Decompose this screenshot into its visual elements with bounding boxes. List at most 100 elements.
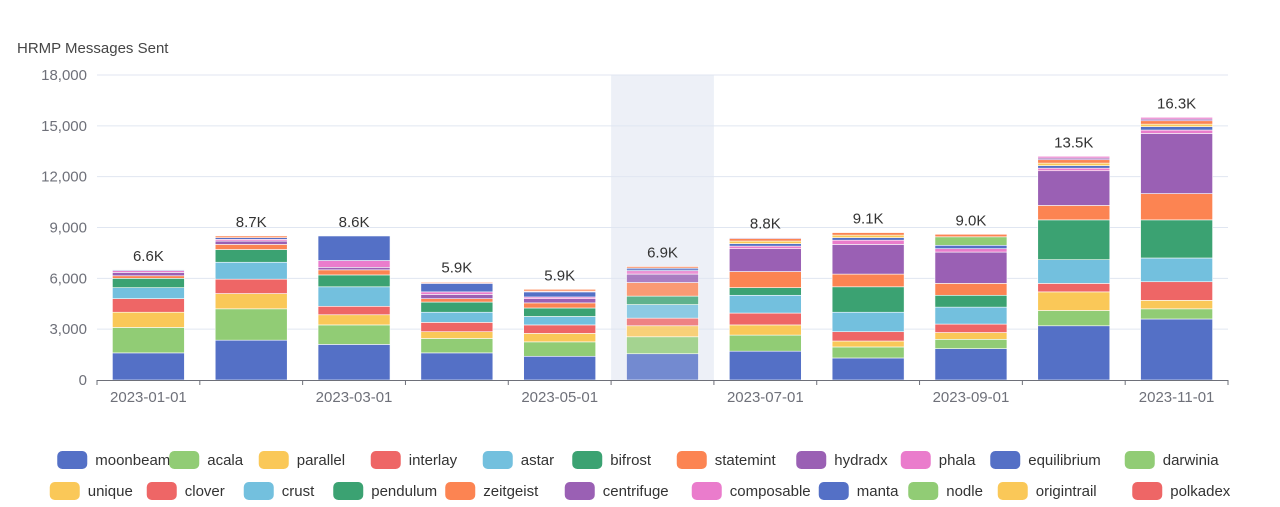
legend-item-zeitgeist[interactable]: zeitgeist	[445, 482, 539, 500]
bar-segment-hydradx[interactable]	[729, 248, 802, 272]
bar-segment-statemint[interactable]	[626, 282, 699, 297]
bar-segment-interlay[interactable]	[317, 305, 391, 316]
bar-segment-unique[interactable]	[831, 234, 905, 238]
bar-segment-astar[interactable]	[934, 306, 1008, 325]
bar-segment-zeitgeist[interactable]	[729, 238, 802, 242]
bar-segment-moonbeam[interactable]	[112, 352, 185, 381]
bar-segment-hydradx[interactable]	[317, 267, 391, 271]
bar-segment-bifrost[interactable]	[214, 249, 288, 263]
bar-segment-phala[interactable]	[626, 270, 699, 275]
bar-segment-hydradx[interactable]	[831, 244, 905, 275]
bar-segment-parallel[interactable]	[729, 324, 802, 336]
bar-segment-astar[interactable]	[729, 294, 802, 314]
bar-segment-composable[interactable]	[1037, 156, 1111, 159]
bar-segment-acala[interactable]	[729, 334, 802, 352]
legend-item-manta[interactable]: manta	[818, 482, 899, 500]
bar-segment-bifrost[interactable]	[831, 286, 905, 313]
bar-segment-statemint[interactable]	[934, 283, 1008, 296]
bar-segment-bifrost[interactable]	[112, 278, 185, 288]
bar-segment-hydradx[interactable]	[523, 298, 596, 304]
bar-segment-statemint[interactable]	[831, 273, 905, 288]
bar-segment-interlay[interactable]	[1037, 283, 1111, 293]
bar-segment-acala[interactable]	[934, 339, 1008, 349]
bar-segment-statemint[interactable]	[729, 271, 802, 288]
legend-item-crust[interactable]: crust	[243, 482, 315, 500]
bar-segment-statemint[interactable]	[523, 302, 596, 309]
legend-item-nodle[interactable]: nodle	[908, 482, 983, 500]
legend-item-parallel[interactable]: parallel	[258, 451, 345, 469]
bar-segment-parallel[interactable]	[626, 325, 699, 338]
bar-segment-astar[interactable]	[112, 287, 185, 299]
bar-segment-astar[interactable]	[420, 311, 494, 323]
bar-segment-equilibrium[interactable]	[112, 269, 185, 272]
bar-segment-parallel[interactable]	[934, 332, 1008, 340]
bar-segment-phala[interactable]	[317, 260, 391, 268]
bar-segment-moonbeam[interactable]	[729, 350, 802, 381]
bar-segment-hydradx[interactable]	[626, 273, 699, 283]
bar-segment-hydradx[interactable]	[1140, 133, 1213, 194]
bar-segment-astar[interactable]	[626, 304, 699, 319]
bar-segment-bifrost[interactable]	[317, 274, 391, 288]
bar-segment-acala[interactable]	[1037, 310, 1111, 327]
bar-segment-interlay[interactable]	[112, 298, 185, 313]
bar-segment-astar[interactable]	[214, 261, 288, 280]
bar-segment-statemint[interactable]	[1037, 205, 1111, 221]
bar-segment-zeitgeist[interactable]	[523, 289, 596, 292]
bar-segment-parallel[interactable]	[1037, 291, 1111, 311]
bar-segment-hydradx[interactable]	[934, 251, 1008, 284]
legend-item-bifrost[interactable]: bifrost	[572, 451, 652, 469]
bar-segment-equilibrium[interactable]	[523, 291, 596, 298]
bar-segment-bifrost[interactable]	[1037, 219, 1111, 260]
bar-segment-composable[interactable]	[1140, 117, 1213, 120]
bar-segment-interlay[interactable]	[626, 317, 699, 327]
bar-segment-parallel[interactable]	[523, 333, 596, 343]
bar-segment-interlay[interactable]	[729, 312, 802, 326]
bar-segment-interlay[interactable]	[523, 324, 596, 334]
legend-item-centrifuge[interactable]: centrifuge	[564, 482, 669, 500]
bar-segment-zeitgeist[interactable]	[1037, 159, 1111, 164]
bar-segment-interlay[interactable]	[1140, 281, 1213, 301]
legend-item-equilibrium[interactable]: equilibrium	[990, 451, 1101, 469]
bar-segment-moonbeam[interactable]	[317, 344, 391, 381]
bar-segment-parallel[interactable]	[112, 311, 185, 328]
bar-segment-statemint[interactable]	[112, 275, 185, 279]
bar-segment-unique[interactable]	[1037, 162, 1111, 166]
bar-segment-darwinia[interactable]	[934, 236, 1008, 246]
legend-item-darwinia[interactable]: darwinia	[1124, 451, 1220, 469]
bar-segment-equilibrium[interactable]	[934, 244, 1008, 249]
legend-item-interlay[interactable]: interlay	[370, 451, 458, 469]
bar-segment-bifrost[interactable]	[420, 301, 494, 313]
bar-segment-bifrost[interactable]	[1140, 219, 1213, 259]
legend-item-polkadex[interactable]: polkadex	[1132, 482, 1231, 500]
bar-segment-equilibrium[interactable]	[420, 283, 494, 293]
bar-segment-acala[interactable]	[626, 336, 699, 355]
bar-segment-parallel[interactable]	[831, 340, 905, 348]
bar-segment-bifrost[interactable]	[729, 287, 802, 296]
bar-segment-centrifuge[interactable]	[729, 237, 802, 239]
bar-segment-astar[interactable]	[831, 311, 905, 333]
bar-segment-hydradx[interactable]	[112, 272, 185, 277]
bar-segment-bifrost[interactable]	[934, 294, 1008, 308]
bar-segment-hydradx[interactable]	[420, 294, 494, 299]
bar-segment-moonbeam[interactable]	[1140, 318, 1213, 381]
bar-segment-parallel[interactable]	[420, 331, 494, 339]
bar-segment-moonbeam[interactable]	[626, 353, 699, 381]
bar-segment-equilibrium[interactable]	[1140, 126, 1213, 131]
bar-segment-moonbeam[interactable]	[1037, 325, 1111, 381]
bar-segment-acala[interactable]	[831, 346, 905, 359]
bar-segment-hydradx[interactable]	[1037, 170, 1111, 206]
bar-segment-bifrost[interactable]	[626, 295, 699, 305]
bar-segment-astar[interactable]	[1140, 257, 1213, 283]
bar-segment-acala[interactable]	[214, 308, 288, 341]
bar-segment-astar[interactable]	[1037, 259, 1111, 284]
bar-segment-moonbeam[interactable]	[831, 357, 905, 381]
bar-segment-statemint[interactable]	[214, 244, 288, 250]
bar-segment-parallel[interactable]	[1140, 300, 1213, 310]
bar-segment-equilibrium[interactable]	[831, 237, 905, 241]
bar-segment-phala[interactable]	[729, 245, 802, 249]
bar-segment-equilibrium[interactable]	[1037, 165, 1111, 169]
bar-segment-zeitgeist[interactable]	[626, 266, 699, 269]
bar-segment-moonbeam[interactable]	[934, 348, 1008, 381]
legend-item-pendulum[interactable]: pendulum	[333, 482, 437, 500]
bar-segment-acala[interactable]	[112, 327, 185, 354]
